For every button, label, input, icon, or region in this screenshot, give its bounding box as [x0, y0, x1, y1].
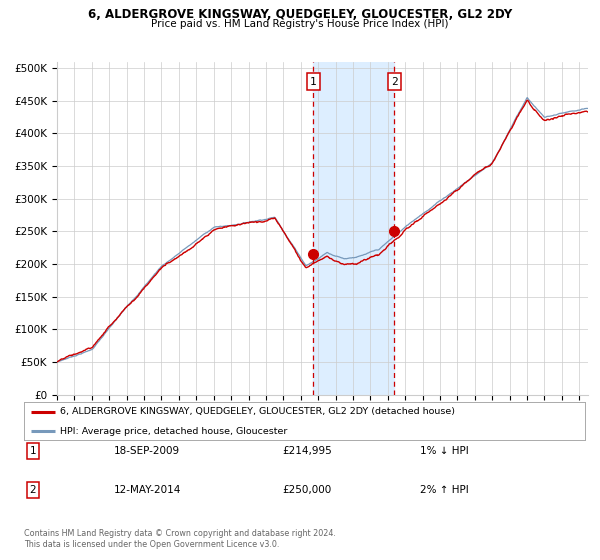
Text: 1: 1	[29, 446, 37, 456]
Text: 6, ALDERGROVE KINGSWAY, QUEDGELEY, GLOUCESTER, GL2 2DY: 6, ALDERGROVE KINGSWAY, QUEDGELEY, GLOUC…	[88, 8, 512, 21]
Text: 2: 2	[391, 77, 397, 87]
Text: 2% ↑ HPI: 2% ↑ HPI	[420, 485, 469, 495]
Text: Price paid vs. HM Land Registry's House Price Index (HPI): Price paid vs. HM Land Registry's House …	[151, 19, 449, 29]
Text: Contains HM Land Registry data © Crown copyright and database right 2024.
This d: Contains HM Land Registry data © Crown c…	[24, 529, 336, 549]
Text: 12-MAY-2014: 12-MAY-2014	[114, 485, 181, 495]
Text: 2: 2	[29, 485, 37, 495]
Text: 1: 1	[310, 77, 317, 87]
Bar	[313, 62, 394, 395]
Text: 1% ↓ HPI: 1% ↓ HPI	[420, 446, 469, 456]
Text: HPI: Average price, detached house, Gloucester: HPI: Average price, detached house, Glou…	[61, 427, 288, 436]
Text: 6, ALDERGROVE KINGSWAY, QUEDGELEY, GLOUCESTER, GL2 2DY (detached house): 6, ALDERGROVE KINGSWAY, QUEDGELEY, GLOUC…	[61, 407, 455, 416]
Text: 18-SEP-2009: 18-SEP-2009	[114, 446, 180, 456]
Text: £250,000: £250,000	[282, 485, 331, 495]
Text: £214,995: £214,995	[282, 446, 332, 456]
